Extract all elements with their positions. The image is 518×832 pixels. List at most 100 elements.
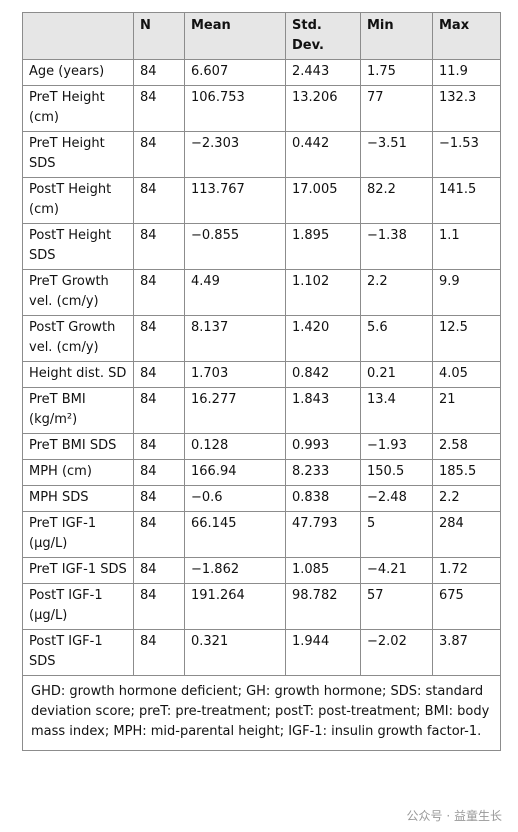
row-label: Height dist. SD [22, 361, 134, 388]
cell: 47.793 [285, 511, 361, 558]
table-row: PreT IGF-1 (µg/L) 84 66.145 47.793 5 284 [22, 511, 501, 558]
data-table: N Mean Std. Dev. Min Max Age (years) 84 6.607 2… [22, 12, 501, 751]
cell: 8.137 [184, 315, 286, 362]
cell: 3.87 [432, 629, 501, 676]
cell: 84 [133, 583, 185, 630]
cell: 17.005 [285, 177, 361, 224]
cell: 141.5 [432, 177, 501, 224]
cell: 1.75 [360, 59, 433, 86]
cell: −1.93 [360, 433, 433, 460]
cell: −1.38 [360, 223, 433, 270]
cell: 4.05 [432, 361, 501, 388]
table-row: PreT IGF-1 SDS 84 −1.862 1.085 −4.21 1.72 [22, 557, 501, 584]
table-row: PostT IGF-1 (µg/L) 84 191.264 98.782 57 675 [22, 583, 501, 630]
table-body: Age (years) 84 6.607 2.443 1.75 11.9 PreT Heig… [22, 59, 501, 751]
cell: −3.51 [360, 131, 433, 178]
cell: 98.782 [285, 583, 361, 630]
table-row: PostT Growth vel. (cm/y) 84 8.137 1.420 5.6 1… [22, 315, 501, 362]
cell: 185.5 [432, 459, 501, 486]
row-label: Age (years) [22, 59, 134, 86]
header-cell: Max [432, 12, 501, 60]
row-label: PostT Height SDS [22, 223, 134, 270]
cell: 84 [133, 433, 185, 460]
cell: 1.703 [184, 361, 286, 388]
cell: 11.9 [432, 59, 501, 86]
table-row: PostT Height SDS 84 −0.855 1.895 −1.38 1.1 [22, 223, 501, 270]
cell: 13.4 [360, 387, 433, 434]
header-cell [22, 12, 134, 60]
table-row: Height dist. SD 84 1.703 0.842 0.21 4.05 [22, 361, 501, 388]
cell: 21 [432, 387, 501, 434]
cell: −0.6 [184, 485, 286, 512]
row-label: PreT IGF-1 (µg/L) [22, 511, 134, 558]
cell: 6.607 [184, 59, 286, 86]
cell: −4.21 [360, 557, 433, 584]
cell: −1.53 [432, 131, 501, 178]
table-row: PostT Height (cm) 84 113.767 17.005 82.2 141.… [22, 177, 501, 224]
cell: 84 [133, 85, 185, 132]
table-row: MPH SDS 84 −0.6 0.838 −2.48 2.2 [22, 485, 501, 512]
cell: 84 [133, 315, 185, 362]
table-row: PreT Height SDS 84 −2.303 0.442 −3.51 −1.53 [22, 131, 501, 178]
header-cell: Mean [184, 12, 286, 60]
cell: 1.944 [285, 629, 361, 676]
cell: 5 [360, 511, 433, 558]
cell: 9.9 [432, 269, 501, 316]
row-label: PreT IGF-1 SDS [22, 557, 134, 584]
cell: 84 [133, 557, 185, 584]
header-cell: Std. Dev. [285, 12, 361, 60]
cell: 84 [133, 511, 185, 558]
cell: 66.145 [184, 511, 286, 558]
cell: 12.5 [432, 315, 501, 362]
cell: 77 [360, 85, 433, 132]
cell: 150.5 [360, 459, 433, 486]
watermark: 公众号 · 益童生长 [406, 809, 502, 823]
cell: 16.277 [184, 387, 286, 434]
cell: 5.6 [360, 315, 433, 362]
cell: 0.21 [360, 361, 433, 388]
cell: 57 [360, 583, 433, 630]
cell: 113.767 [184, 177, 286, 224]
cell: 84 [133, 459, 185, 486]
cell: 0.838 [285, 485, 361, 512]
cell: 1.420 [285, 315, 361, 362]
cell: 1.1 [432, 223, 501, 270]
cell: 0.128 [184, 433, 286, 460]
cell: 84 [133, 177, 185, 224]
row-label: MPH SDS [22, 485, 134, 512]
cell: 0.442 [285, 131, 361, 178]
cell: 84 [133, 131, 185, 178]
cell: 13.206 [285, 85, 361, 132]
header-row: N Mean Std. Dev. Min Max [22, 12, 501, 60]
cell: 84 [133, 361, 185, 388]
table-row: PreT BMI (kg/m²) 84 16.277 1.843 13.4 21 [22, 387, 501, 434]
cell: −0.855 [184, 223, 286, 270]
cell: 4.49 [184, 269, 286, 316]
cell: 82.2 [360, 177, 433, 224]
cell: 2.2 [432, 485, 501, 512]
cell: 0.321 [184, 629, 286, 676]
cell: 1.843 [285, 387, 361, 434]
row-label: PreT Height (cm) [22, 85, 134, 132]
cell: 106.753 [184, 85, 286, 132]
cell: 84 [133, 223, 185, 270]
cell: −2.303 [184, 131, 286, 178]
cell: 166.94 [184, 459, 286, 486]
cell: 84 [133, 59, 185, 86]
cell: 284 [432, 511, 501, 558]
cell: 84 [133, 629, 185, 676]
note-row: GHD: growth hormone deficient; GH: growt… [22, 675, 501, 751]
cell: 8.233 [285, 459, 361, 486]
cell: 1.085 [285, 557, 361, 584]
header-cell: N [133, 12, 185, 60]
table-row: PreT Growth vel. (cm/y) 84 4.49 1.102 2.2 9.9 [22, 269, 501, 316]
cell: 0.993 [285, 433, 361, 460]
row-label: PostT Height (cm) [22, 177, 134, 224]
row-label: PreT Growth vel. (cm/y) [22, 269, 134, 316]
cell: 84 [133, 269, 185, 316]
cell: 0.842 [285, 361, 361, 388]
header-cell: Min [360, 12, 433, 60]
cell: 191.264 [184, 583, 286, 630]
row-label: MPH (cm) [22, 459, 134, 486]
